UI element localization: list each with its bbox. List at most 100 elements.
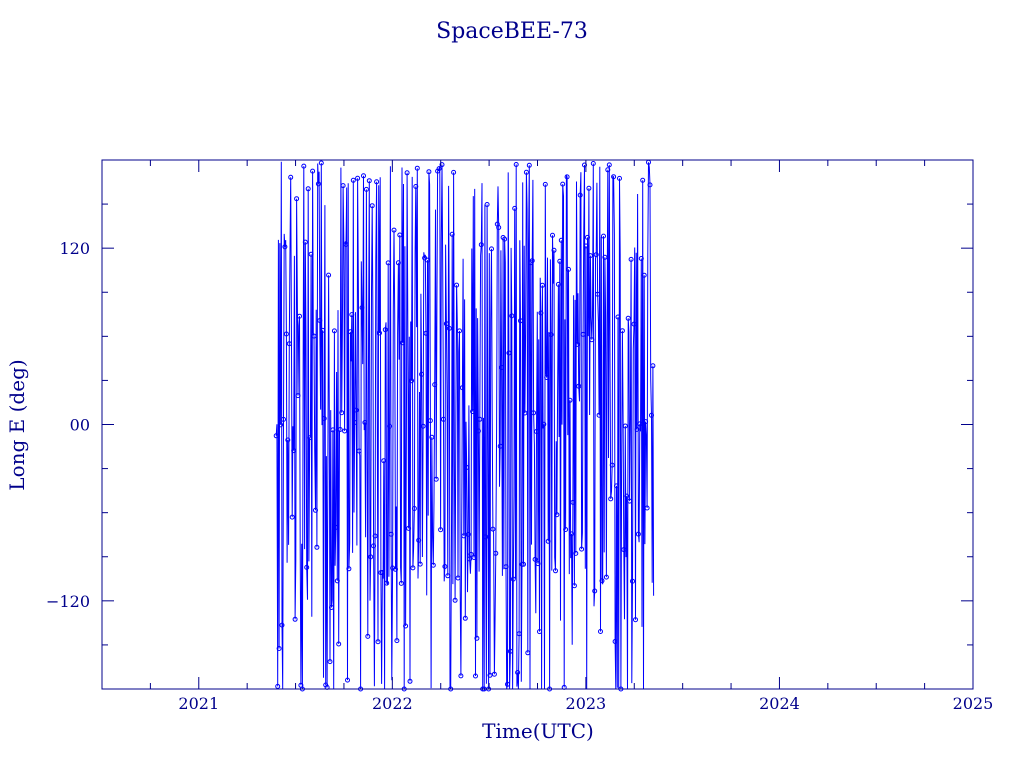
data-point (512, 205, 518, 211)
data-point (377, 330, 382, 336)
data-point (555, 281, 561, 287)
data-point (416, 537, 422, 543)
data-point (292, 616, 298, 622)
data-point (449, 231, 455, 237)
data-point (475, 428, 481, 434)
data-point (599, 578, 605, 584)
data-point (590, 161, 596, 166)
data-point (442, 564, 448, 569)
data-point (644, 505, 650, 511)
data-point (635, 531, 641, 537)
data-point (438, 527, 444, 533)
data-point (372, 533, 378, 539)
data-point (497, 443, 503, 449)
data-point (362, 420, 368, 425)
data-point (622, 423, 628, 429)
y-axis-title: Long E (deg) (5, 359, 29, 490)
data-point (404, 170, 410, 176)
data-point (308, 251, 314, 257)
data-point (419, 371, 425, 377)
chart-title: SpaceBEE-73 (436, 19, 588, 44)
data-point (602, 254, 608, 260)
data-point (365, 633, 371, 639)
data-point (566, 266, 571, 272)
data-point (307, 435, 313, 441)
data-point (608, 496, 614, 502)
data-point (343, 241, 349, 247)
data-point (273, 433, 279, 439)
data-point (560, 181, 566, 187)
data-point (625, 315, 631, 321)
data-point (554, 512, 560, 518)
data-point (542, 181, 548, 187)
data-point (510, 576, 516, 582)
data-point (397, 232, 403, 238)
data-point (638, 256, 644, 261)
data-point (454, 282, 460, 288)
data-point (550, 232, 555, 238)
data-point (445, 573, 451, 579)
data-point (275, 683, 281, 689)
data-point (375, 639, 381, 645)
data-point (640, 177, 646, 183)
data-point (538, 310, 544, 316)
data-point (414, 165, 420, 171)
data-point (407, 678, 413, 684)
data-point (361, 173, 366, 179)
data-point (612, 639, 618, 644)
data-point (282, 244, 288, 250)
data-point (278, 422, 284, 428)
data-point (452, 597, 458, 603)
data-point (443, 321, 449, 327)
data-point (489, 246, 494, 252)
data-point (459, 385, 465, 391)
data-point (350, 177, 356, 183)
data-point (385, 260, 391, 266)
data-point (499, 365, 505, 370)
longitude-series-line (275, 161, 655, 690)
data-point (379, 570, 385, 575)
data-point (525, 650, 531, 656)
data-point (516, 631, 522, 637)
data-point (595, 291, 601, 297)
data-point (503, 564, 509, 570)
data-point (349, 312, 355, 318)
data-point (589, 337, 595, 343)
data-point (634, 426, 640, 432)
data-point (461, 533, 467, 539)
data-point (631, 321, 637, 327)
data-point (342, 428, 348, 434)
data-point (586, 185, 592, 191)
data-point (633, 617, 638, 623)
data-point (403, 623, 409, 629)
data-point (541, 421, 547, 427)
data-point (647, 182, 653, 188)
data-point (615, 314, 621, 320)
data-point (451, 169, 457, 175)
data-point (483, 534, 489, 540)
data-point (334, 578, 340, 584)
data-point (331, 328, 337, 334)
data-point (507, 648, 513, 654)
data-point (285, 437, 291, 443)
data-point (333, 524, 339, 530)
data-point (359, 305, 365, 311)
data-point (477, 416, 483, 422)
data-point (391, 227, 397, 233)
y-tick-label: 00 (70, 416, 90, 435)
data-point (281, 416, 286, 422)
data-point (315, 181, 321, 187)
data-point (352, 420, 358, 425)
data-point (627, 498, 633, 504)
data-point (579, 546, 585, 552)
data-point (630, 578, 635, 584)
data-point (406, 525, 412, 531)
data-point (426, 169, 432, 175)
data-point (356, 448, 362, 454)
data-point (592, 588, 598, 594)
y-axis: −120 00 120 (46, 203, 973, 646)
data-point (473, 673, 478, 679)
data-point (467, 556, 473, 562)
data-point (432, 382, 438, 388)
data-point (641, 272, 647, 278)
